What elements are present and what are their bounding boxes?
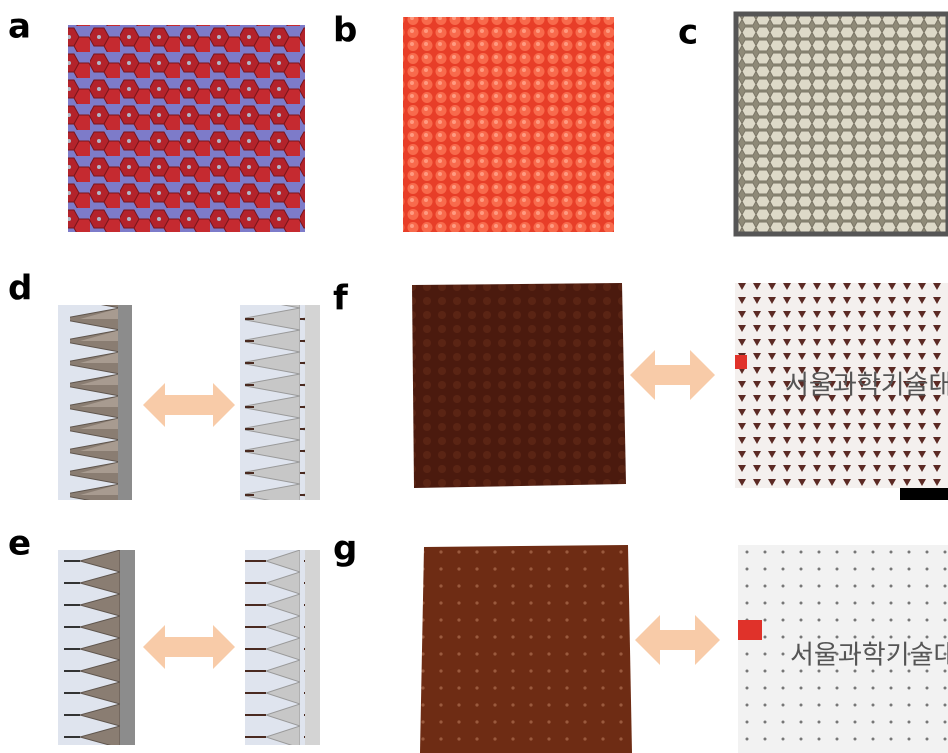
schematic-teeth xyxy=(245,550,305,745)
panel-label: g xyxy=(333,529,357,569)
panel-label: b xyxy=(333,11,357,51)
panel-label: f xyxy=(333,279,349,319)
schematic-teeth xyxy=(60,550,120,745)
double-arrow xyxy=(143,625,235,669)
double-arrow xyxy=(635,615,720,665)
schematic-teeth xyxy=(70,305,118,500)
logo xyxy=(735,355,747,369)
panel-label: e xyxy=(8,524,31,564)
render-image xyxy=(68,25,305,232)
figure: a b c d f 서울과학기술대 e g 서울과학기술대 xyxy=(0,0,948,753)
double-arrow xyxy=(630,350,715,400)
photo xyxy=(736,14,948,234)
photo xyxy=(420,545,632,753)
schematic-base xyxy=(305,550,320,745)
panel-label: d xyxy=(8,269,32,309)
schematic-teeth xyxy=(245,305,305,500)
panel-label: a xyxy=(8,7,31,47)
photo xyxy=(412,283,626,488)
schematic-base xyxy=(118,305,132,500)
photo-text: 서울과학기술대 xyxy=(790,641,948,671)
photo-text: 서울과학기술대 xyxy=(785,371,948,401)
schematic-base xyxy=(305,305,320,500)
double-arrow xyxy=(143,383,235,427)
scale-bar xyxy=(900,488,948,500)
photo xyxy=(403,17,614,232)
logo xyxy=(738,620,762,640)
panel-label: c xyxy=(678,13,698,53)
schematic-base xyxy=(120,550,135,745)
